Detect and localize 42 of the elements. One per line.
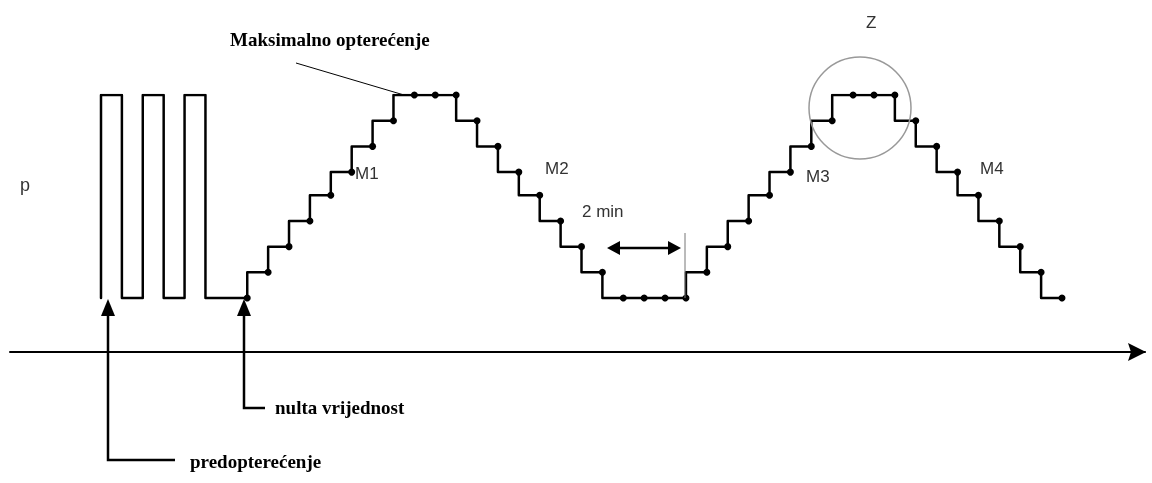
point (578, 243, 585, 251)
point (724, 243, 732, 251)
point (745, 217, 753, 225)
annotation: M3 (806, 167, 830, 186)
annotation: M1 (355, 164, 379, 183)
point (640, 294, 648, 302)
text: Maksimalno opterećenje (230, 29, 430, 50)
point (557, 217, 565, 225)
point (995, 217, 1003, 225)
point (954, 168, 962, 176)
y-axis-title: p (20, 175, 31, 195)
point (536, 191, 544, 199)
point (515, 168, 523, 176)
point (766, 191, 774, 199)
text: Z (866, 13, 877, 32)
point (828, 117, 836, 125)
point (473, 117, 481, 125)
point (912, 117, 920, 125)
point (807, 142, 815, 150)
text: nulta vrijednost (275, 397, 405, 418)
point (786, 168, 794, 176)
point (703, 268, 711, 276)
point (974, 191, 982, 199)
point (348, 168, 356, 176)
annotation: 2 min (582, 202, 624, 221)
annotation: M2 (545, 159, 569, 178)
point (619, 294, 627, 302)
point (494, 142, 502, 150)
point (431, 91, 439, 99)
point (1037, 268, 1045, 276)
text: predopterećenje (190, 451, 322, 472)
point (598, 268, 606, 276)
point (369, 142, 377, 150)
point (1016, 243, 1024, 251)
point (285, 243, 293, 251)
point (933, 142, 941, 150)
annotation: M4 (980, 159, 1004, 178)
point (264, 268, 272, 276)
point (389, 117, 397, 125)
point (243, 294, 251, 302)
point (410, 91, 418, 99)
point (327, 191, 335, 199)
